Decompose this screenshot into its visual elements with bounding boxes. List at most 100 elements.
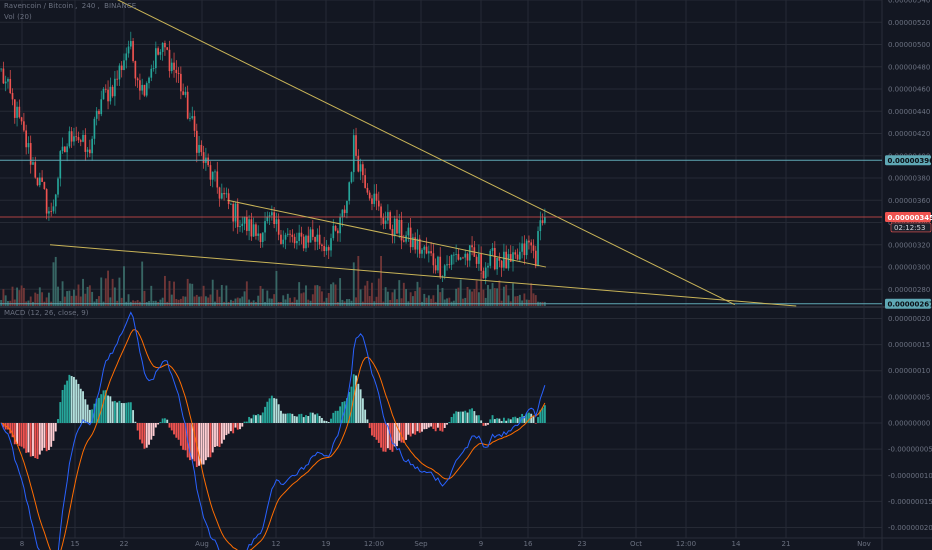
macd-hist-bar [371,423,373,436]
volume-bar [359,289,362,306]
volume-bar [482,289,485,306]
volume-bar [159,299,162,306]
volume-bar [73,289,75,306]
volume-bar [446,298,448,306]
macd-hist-bar [430,423,433,427]
candle-body [54,194,57,207]
volume-bar [289,297,291,306]
candle-body [234,203,237,222]
volume-bar [234,298,237,306]
candle-body [375,193,378,201]
macd-hist-bar [477,415,480,423]
candle-body [500,260,503,268]
volume-bar [423,293,426,306]
volume-bar [386,291,389,306]
macd-hist-bar [182,423,185,450]
macd-hist-bar [509,419,512,423]
candle-body [519,251,521,260]
macd-hist-bar [502,417,505,423]
volume-bar [411,296,414,306]
volume-bar [252,300,255,306]
macd-hist-bar [380,423,382,448]
candle-body [362,164,364,176]
macd-axis-label: -0.00000010 [888,472,932,480]
macd-hist-bar [330,418,332,423]
macd-hist-bar [487,423,489,425]
macd-hist-bar [541,407,544,423]
volume-bar [352,262,355,306]
candle-body [371,198,373,204]
macd-axis-label: 0.00000010 [888,367,930,375]
current-price-label: 0.00000345 [888,214,932,222]
macd-hist-bar [175,423,178,438]
candle-body [337,230,339,234]
volume-bar [198,296,200,306]
price-axis-label: 0.00000540 [888,0,930,5]
macd-hist-bar [120,403,123,423]
volume-bar [330,284,332,306]
volume-bar [295,299,298,306]
candle-body [157,48,159,55]
candle-body [236,203,239,228]
candle-body [291,234,294,237]
macd-axis-label: 0.00000005 [888,393,930,401]
volume-bar [136,300,139,306]
macd-hist-bar [16,423,18,445]
volume-legend: Vol (20) [4,13,34,21]
volume-bar [300,293,303,306]
macd-hist-bar [11,423,14,438]
candle-body [443,265,446,277]
macd-hist-bar [311,412,314,423]
candle-body [307,235,310,243]
macd-hist-bar [286,413,289,423]
resistance-price-label-bg [885,155,931,166]
candle-body [355,135,357,156]
macd-hist-bar [314,414,317,423]
macd-hist-bar [20,423,23,447]
candle-body [118,65,121,80]
candle-body [466,253,469,261]
candle-body [132,41,134,62]
volume-bar [91,291,94,306]
macd-hist-bar [177,423,180,440]
candle-body [52,206,55,212]
macd-hist-bar [471,408,473,423]
candle-body [136,78,139,81]
volume-bar [532,293,535,306]
volume-bar [177,299,180,306]
candle-body [148,77,150,84]
candle-body [11,92,14,100]
candle-body [273,212,275,225]
candle-body [218,187,221,199]
volume-bar [405,289,408,306]
candle-body [114,78,116,97]
volume-bar [191,283,194,306]
volume-bar [4,295,7,306]
volume-bar [462,298,464,306]
volume-bar [464,297,467,306]
volume-bar [357,256,360,306]
macd-hist-bar [450,416,453,423]
macd-hist-bar [475,415,478,423]
macd-hist-bar [223,423,226,440]
volume-bar [216,289,219,306]
candle-body [475,256,478,264]
volume-bar [475,280,478,306]
volume-bar [38,287,41,306]
candle-body [387,212,389,221]
candle-body [104,88,107,90]
macd-hist-bar [52,423,55,441]
volume-bar [77,284,80,306]
candle-body [382,217,385,224]
volume-bar [518,294,521,306]
volume-bar [45,297,48,306]
volume-bar [459,279,462,306]
volume-bar [275,270,278,306]
macd-hist-bar [261,412,264,423]
candle-body [225,193,228,195]
volume-bar [389,299,392,306]
macd-hist-bar [407,423,410,435]
volume-bar [141,261,144,306]
